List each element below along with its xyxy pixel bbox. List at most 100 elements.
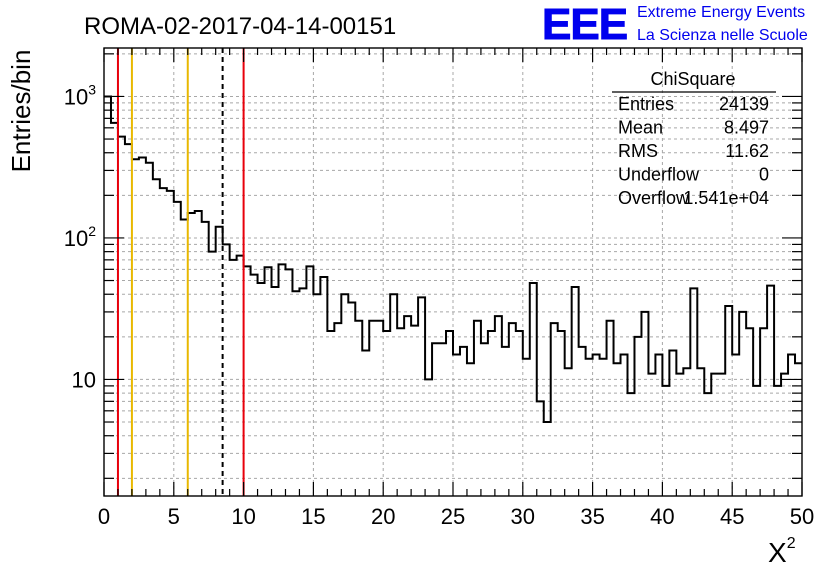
histogram-bin [767,286,774,496]
histogram-bin [704,393,711,496]
histogram-bin [272,287,279,496]
histogram-bin [474,321,481,496]
histogram-bin [788,355,795,496]
histogram-bin [439,343,446,496]
histogram-bin [320,277,327,496]
eee-tagline-2: La Scienza nelle Scuole [637,27,808,44]
x-tick-label: 20 [371,504,395,529]
histogram-bin [460,347,467,496]
histogram-bin [230,260,237,496]
histogram-bin [376,321,383,496]
histogram-bin [446,331,453,496]
histogram-bin [634,337,641,496]
stats-row-label: Overflow [618,188,690,208]
x-tick-label: 30 [511,504,535,529]
histogram-bin [607,321,614,496]
histogram-bin [495,316,502,496]
histogram-bin [265,267,272,496]
y-tick-label: 10 [72,367,96,392]
histogram-bin [195,211,202,496]
stats-row-label: RMS [618,141,658,161]
histogram-bin [453,355,460,496]
histogram-bin [488,331,495,496]
histogram-bin [397,328,404,496]
x-tick-label: 35 [580,504,604,529]
histogram-bin [795,363,802,496]
y-tick-label-base: 10 [64,226,88,251]
histogram-bin [181,219,188,496]
histogram-bin [579,347,586,496]
eee-logo: EEE [542,0,627,49]
histogram-bin [774,386,781,496]
x-tick-label: 40 [650,504,674,529]
x-tick-label: 0 [98,504,110,529]
eee-tagline-1: Extreme Energy Events [637,4,805,21]
histogram-bin [628,393,635,496]
histogram-bin [111,123,118,496]
histogram-bin [209,252,216,496]
histogram-bin [411,326,418,496]
x-axis-label: X2 [768,535,796,568]
stats-title: ChiSquare [650,69,735,89]
eee-branding: EEE Extreme Energy Events La Scienza nel… [542,0,808,50]
histogram-bin [118,137,125,496]
histogram-bin [641,312,648,496]
histogram-bin [537,401,544,496]
x-tick-label: 5 [168,504,180,529]
histogram-bin [648,374,655,496]
histogram-bin [530,283,537,496]
marker-lines [116,48,245,496]
y-tick-label: 103 [64,81,96,109]
stats-row-value: 0 [759,165,769,185]
histogram-bin [313,294,320,496]
histogram-bin [732,355,739,496]
histogram-bin [202,222,209,496]
histogram-bin [348,302,355,496]
histogram-bin [418,297,425,496]
x-tick-label: 45 [720,504,744,529]
histogram-bin [523,359,530,496]
histogram-series [104,95,802,496]
histogram-bin [669,351,676,496]
histogram-bin [718,374,725,496]
axis-ticks [103,48,803,496]
histogram-bin [565,368,572,496]
histogram-bin [146,163,153,496]
x-tick-label: 25 [441,504,465,529]
histogram-bin [369,321,376,496]
histogram-bin [697,368,704,496]
histogram-bin [739,312,746,496]
histogram-bin [676,374,683,496]
stats-row-label: Underflow [618,165,700,185]
histogram-steps [104,95,802,424]
histogram-bin [383,331,390,496]
histogram-bin [600,359,607,496]
stats-row-label: Entries [618,94,674,114]
histogram-bin [746,328,753,496]
x-axis-label-base: X [768,537,787,568]
x-axis-label-exp: 2 [787,535,796,552]
histogram-bin [334,323,341,496]
histogram-bin [760,328,767,496]
histogram-bin [153,179,160,496]
histogram-bin [404,316,411,496]
histogram-bin [244,266,251,496]
y-tick-label-exp: 2 [88,223,96,239]
histogram-bin [753,386,760,496]
stats-row-value: 11.62 [725,141,769,161]
histogram-bin [341,294,348,496]
histogram-bin [572,287,579,496]
histogram-bin [467,363,474,496]
histogram-bin [593,355,600,496]
y-tick-label: 102 [64,223,96,251]
histogram-bin [586,359,593,496]
histogram-bin [174,202,181,496]
x-tick-labels: 0 5 10 15 20 25 30 35 40 45 50 [98,504,814,529]
histogram-bin [327,331,334,496]
stats-rows: Entries 24139 Mean 8.497 RMS 11.62 Underflow 0 O… [618,94,769,208]
histogram-bin [781,374,788,496]
histogram-bin [690,288,697,496]
histogram-bin [299,288,306,496]
histogram-bin [285,269,292,496]
